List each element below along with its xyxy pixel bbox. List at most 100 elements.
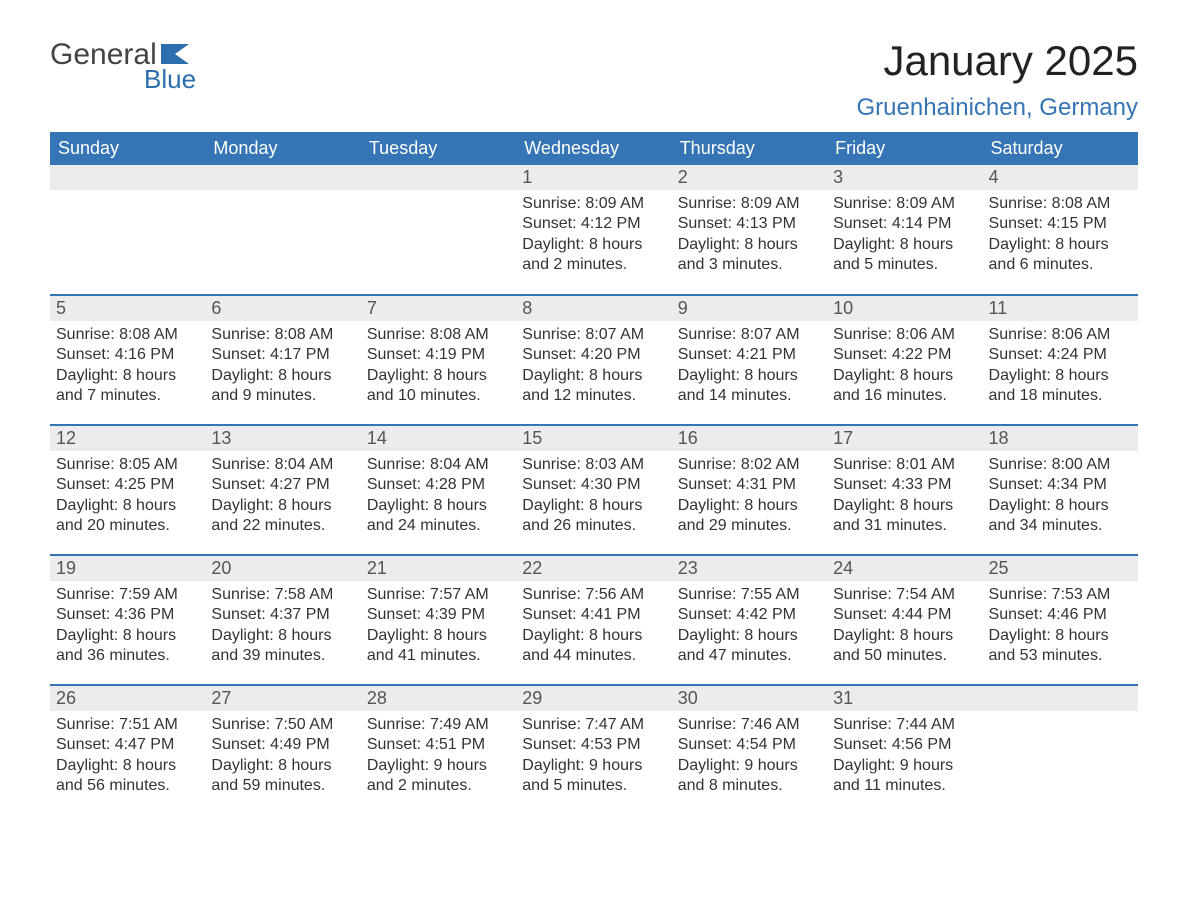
- location-label: Gruenhainichen, Germany: [857, 94, 1138, 122]
- day-number: 4: [983, 165, 1138, 190]
- daylight-text: Daylight: 8 hours and 3 minutes.: [678, 235, 821, 276]
- daylight-text: Daylight: 8 hours and 2 minutes.: [522, 235, 665, 276]
- day-body: Sunrise: 8:06 AMSunset: 4:24 PMDaylight:…: [983, 321, 1138, 417]
- calendar-cell: 31Sunrise: 7:44 AMSunset: 4:56 PMDayligh…: [827, 685, 982, 815]
- daylight-text: Daylight: 8 hours and 39 minutes.: [211, 626, 354, 667]
- day-number: 5: [50, 296, 205, 321]
- day-body: Sunrise: 7:56 AMSunset: 4:41 PMDaylight:…: [516, 581, 671, 677]
- day-number: 6: [205, 296, 360, 321]
- sunrise-text: Sunrise: 8:04 AM: [367, 455, 510, 475]
- day-body: Sunrise: 8:07 AMSunset: 4:21 PMDaylight:…: [672, 321, 827, 417]
- daylight-text: Daylight: 8 hours and 26 minutes.: [522, 496, 665, 537]
- calendar-cell: 10Sunrise: 8:06 AMSunset: 4:22 PMDayligh…: [827, 295, 982, 425]
- day-number: 21: [361, 556, 516, 581]
- daylight-text: Daylight: 8 hours and 14 minutes.: [678, 366, 821, 407]
- day-body: Sunrise: 8:08 AMSunset: 4:15 PMDaylight:…: [983, 190, 1138, 286]
- sunset-text: Sunset: 4:49 PM: [211, 735, 354, 755]
- day-body: Sunrise: 7:59 AMSunset: 4:36 PMDaylight:…: [50, 581, 205, 677]
- calendar-cell: 11Sunrise: 8:06 AMSunset: 4:24 PMDayligh…: [983, 295, 1138, 425]
- day-number: 19: [50, 556, 205, 581]
- sunrise-text: Sunrise: 8:09 AM: [522, 194, 665, 214]
- sunset-text: Sunset: 4:14 PM: [833, 214, 976, 234]
- sunrise-text: Sunrise: 7:57 AM: [367, 585, 510, 605]
- sunrise-text: Sunrise: 8:03 AM: [522, 455, 665, 475]
- calendar-cell: 26Sunrise: 7:51 AMSunset: 4:47 PMDayligh…: [50, 685, 205, 815]
- daylight-text: Daylight: 8 hours and 31 minutes.: [833, 496, 976, 537]
- day-number: 31: [827, 686, 982, 711]
- sunset-text: Sunset: 4:33 PM: [833, 475, 976, 495]
- calendar-cell: [205, 165, 360, 295]
- sunset-text: Sunset: 4:54 PM: [678, 735, 821, 755]
- sunset-text: Sunset: 4:15 PM: [989, 214, 1132, 234]
- daylight-text: Daylight: 8 hours and 20 minutes.: [56, 496, 199, 537]
- sunrise-text: Sunrise: 8:06 AM: [833, 325, 976, 345]
- sunrise-text: Sunrise: 7:58 AM: [211, 585, 354, 605]
- sunrise-text: Sunrise: 8:02 AM: [678, 455, 821, 475]
- calendar-body: 1Sunrise: 8:09 AMSunset: 4:12 PMDaylight…: [50, 165, 1138, 815]
- calendar-cell: 27Sunrise: 7:50 AMSunset: 4:49 PMDayligh…: [205, 685, 360, 815]
- daylight-text: Daylight: 8 hours and 16 minutes.: [833, 366, 976, 407]
- sunset-text: Sunset: 4:17 PM: [211, 345, 354, 365]
- day-number: 1: [516, 165, 671, 190]
- sunset-text: Sunset: 4:19 PM: [367, 345, 510, 365]
- day-body: Sunrise: 7:50 AMSunset: 4:49 PMDaylight:…: [205, 711, 360, 807]
- day-number: 18: [983, 426, 1138, 451]
- sunset-text: Sunset: 4:34 PM: [989, 475, 1132, 495]
- day-number: 26: [50, 686, 205, 711]
- day-body: Sunrise: 8:04 AMSunset: 4:27 PMDaylight:…: [205, 451, 360, 547]
- sunset-text: Sunset: 4:30 PM: [522, 475, 665, 495]
- daylight-text: Daylight: 8 hours and 9 minutes.: [211, 366, 354, 407]
- calendar-cell: 3Sunrise: 8:09 AMSunset: 4:14 PMDaylight…: [827, 165, 982, 295]
- day-number: 16: [672, 426, 827, 451]
- day-number: 11: [983, 296, 1138, 321]
- calendar-table: SundayMondayTuesdayWednesdayThursdayFrid…: [50, 132, 1138, 815]
- calendar-cell: 2Sunrise: 8:09 AMSunset: 4:13 PMDaylight…: [672, 165, 827, 295]
- daylight-text: Daylight: 8 hours and 7 minutes.: [56, 366, 199, 407]
- day-number-empty: [983, 686, 1138, 711]
- daylight-text: Daylight: 8 hours and 56 minutes.: [56, 756, 199, 797]
- daylight-text: Daylight: 8 hours and 53 minutes.: [989, 626, 1132, 667]
- calendar-cell: 12Sunrise: 8:05 AMSunset: 4:25 PMDayligh…: [50, 425, 205, 555]
- daylight-text: Daylight: 8 hours and 50 minutes.: [833, 626, 976, 667]
- daylight-text: Daylight: 8 hours and 22 minutes.: [211, 496, 354, 537]
- daylight-text: Daylight: 8 hours and 12 minutes.: [522, 366, 665, 407]
- calendar-cell: 15Sunrise: 8:03 AMSunset: 4:30 PMDayligh…: [516, 425, 671, 555]
- day-body: Sunrise: 7:46 AMSunset: 4:54 PMDaylight:…: [672, 711, 827, 807]
- sunrise-text: Sunrise: 8:08 AM: [367, 325, 510, 345]
- day-body: Sunrise: 8:08 AMSunset: 4:16 PMDaylight:…: [50, 321, 205, 417]
- sunrise-text: Sunrise: 7:47 AM: [522, 715, 665, 735]
- sunset-text: Sunset: 4:20 PM: [522, 345, 665, 365]
- weekday-header: Thursday: [672, 132, 827, 165]
- day-number: 30: [672, 686, 827, 711]
- calendar-cell: 9Sunrise: 8:07 AMSunset: 4:21 PMDaylight…: [672, 295, 827, 425]
- day-body: Sunrise: 7:51 AMSunset: 4:47 PMDaylight:…: [50, 711, 205, 807]
- day-number: 17: [827, 426, 982, 451]
- daylight-text: Daylight: 8 hours and 44 minutes.: [522, 626, 665, 667]
- sunset-text: Sunset: 4:25 PM: [56, 475, 199, 495]
- sunrise-text: Sunrise: 7:59 AM: [56, 585, 199, 605]
- sunset-text: Sunset: 4:56 PM: [833, 735, 976, 755]
- weekday-header: Tuesday: [361, 132, 516, 165]
- sunset-text: Sunset: 4:24 PM: [989, 345, 1132, 365]
- day-number: 27: [205, 686, 360, 711]
- calendar-cell: 21Sunrise: 7:57 AMSunset: 4:39 PMDayligh…: [361, 555, 516, 685]
- calendar-head: SundayMondayTuesdayWednesdayThursdayFrid…: [50, 132, 1138, 165]
- daylight-text: Daylight: 8 hours and 59 minutes.: [211, 756, 354, 797]
- day-number: 10: [827, 296, 982, 321]
- day-number: 23: [672, 556, 827, 581]
- daylight-text: Daylight: 8 hours and 41 minutes.: [367, 626, 510, 667]
- day-body: Sunrise: 8:00 AMSunset: 4:34 PMDaylight:…: [983, 451, 1138, 547]
- sunrise-text: Sunrise: 7:55 AM: [678, 585, 821, 605]
- daylight-text: Daylight: 8 hours and 47 minutes.: [678, 626, 821, 667]
- day-number-empty: [361, 165, 516, 190]
- day-number: 20: [205, 556, 360, 581]
- calendar-week-row: 12Sunrise: 8:05 AMSunset: 4:25 PMDayligh…: [50, 425, 1138, 555]
- day-body: Sunrise: 7:44 AMSunset: 4:56 PMDaylight:…: [827, 711, 982, 807]
- weekday-header: Wednesday: [516, 132, 671, 165]
- daylight-text: Daylight: 9 hours and 2 minutes.: [367, 756, 510, 797]
- day-number: 8: [516, 296, 671, 321]
- sunrise-text: Sunrise: 8:08 AM: [211, 325, 354, 345]
- calendar-cell: 22Sunrise: 7:56 AMSunset: 4:41 PMDayligh…: [516, 555, 671, 685]
- sunset-text: Sunset: 4:31 PM: [678, 475, 821, 495]
- title-block: January 2025 Gruenhainichen, Germany: [857, 40, 1138, 122]
